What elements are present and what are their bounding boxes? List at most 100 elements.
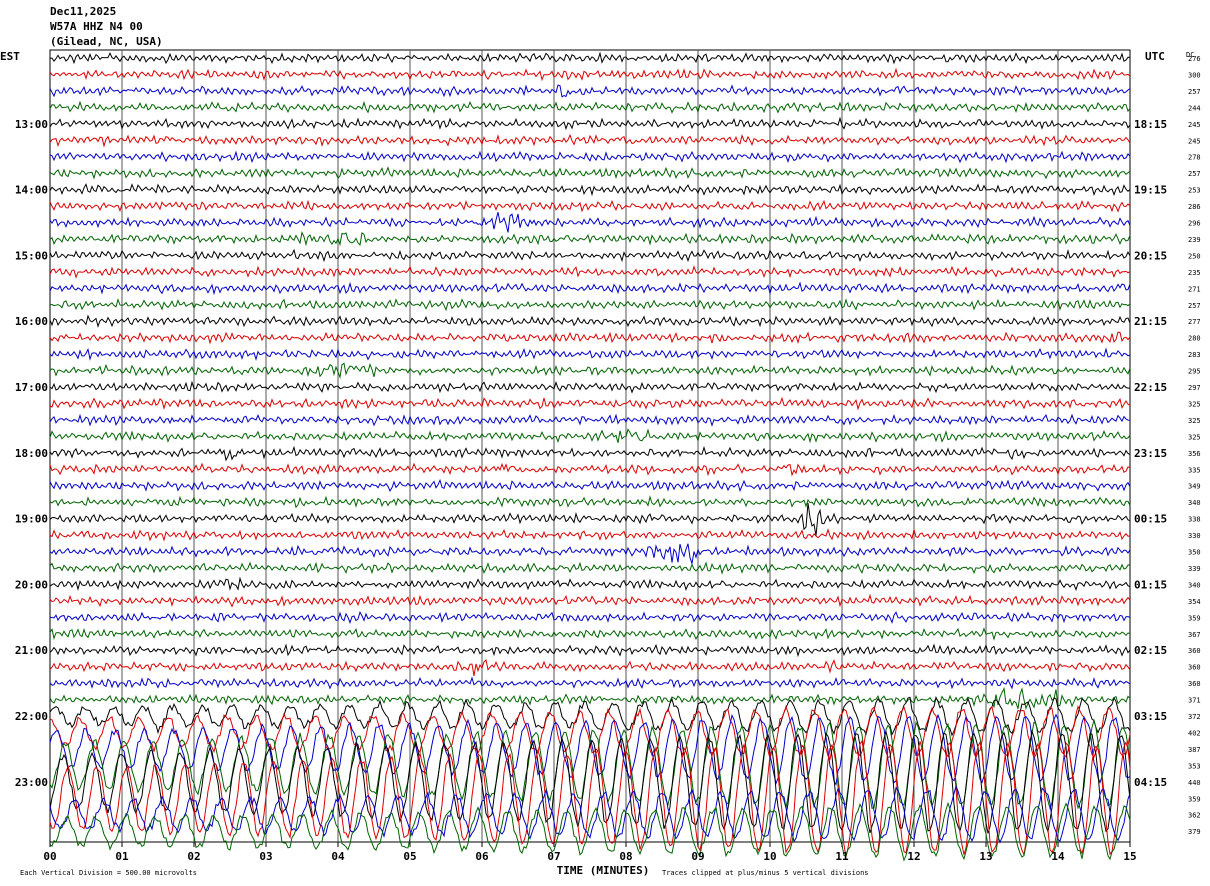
trace-row [49, 100, 1131, 114]
dc-offset-label: 372 [1188, 713, 1201, 721]
x-tick-label: 06 [475, 850, 489, 863]
dc-offset-label: 350 [1188, 549, 1201, 557]
trace-row [49, 183, 1131, 197]
dc-offset-label: 387 [1188, 746, 1201, 754]
dc-offset-label: 277 [1188, 318, 1201, 326]
x-tick-label: 10 [763, 850, 776, 863]
trace-row [49, 593, 1131, 608]
dc-offset-label: 325 [1188, 417, 1201, 425]
station-label: W57A HHZ N4 00 [50, 20, 143, 33]
dc-offset-label: 250 [1188, 252, 1201, 260]
trace-row [49, 116, 1131, 131]
trace-row [49, 528, 1131, 542]
x-tick-label: 07 [547, 850, 560, 863]
dc-offset-label: 349 [1188, 483, 1201, 491]
x-tick-label: 12 [907, 850, 920, 863]
dc-offset-label: 335 [1188, 466, 1201, 474]
trace-row [49, 462, 1131, 477]
dc-offset-label: 245 [1188, 137, 1201, 145]
x-tick-label: 01 [115, 850, 129, 863]
trace-row [49, 801, 1131, 862]
trace-row [49, 478, 1131, 493]
dc-offset-label: 360 [1188, 680, 1201, 688]
dc-offset-label: 297 [1188, 384, 1201, 392]
dc-offset-label: 271 [1188, 285, 1201, 293]
est-hour-label: 15:00 [15, 249, 48, 262]
trace-row [49, 133, 1131, 148]
dc-offset-label: 276 [1188, 55, 1201, 63]
dc-offset-label: 253 [1188, 187, 1201, 195]
dc-offset-label: 300 [1188, 71, 1201, 79]
location-label: (Gilead, NC, USA) [50, 35, 163, 48]
trace-row [49, 729, 1131, 834]
trace-row [49, 265, 1131, 279]
utc-hour-label: 00:15 [1134, 513, 1167, 526]
dc-offset-label: 360 [1188, 647, 1201, 655]
trace-row [49, 561, 1131, 575]
est-hour-label: 21:00 [15, 644, 48, 657]
est-hour-label: 17:00 [15, 381, 48, 394]
scale-note: Each Vertical Division = 500.00 microvol… [20, 869, 197, 877]
dc-offset-label: 235 [1188, 269, 1201, 277]
dc-offset-label: 278 [1188, 154, 1201, 162]
dc-offset-label: 245 [1188, 121, 1201, 129]
trace-row [49, 611, 1131, 625]
est-hour-label: 14:00 [15, 184, 48, 197]
dc-offset-label: 356 [1188, 450, 1201, 458]
x-tick-label: 14 [1051, 850, 1065, 863]
dc-offset-label: 325 [1188, 433, 1201, 441]
x-tick-label: 13 [979, 850, 992, 863]
dc-offset-label: 280 [1188, 335, 1201, 343]
dc-offset-label: 244 [1188, 104, 1201, 112]
trace-row [49, 281, 1131, 296]
dc-offset-label: 353 [1188, 762, 1201, 770]
trace-row [49, 362, 1131, 380]
x-tick-label: 05 [403, 850, 416, 863]
x-tick-label: 00 [43, 850, 56, 863]
x-tick-label: 11 [835, 850, 849, 863]
dc-offset-label: 330 [1188, 532, 1201, 540]
trace-row [49, 314, 1131, 328]
trace-row [49, 695, 1131, 737]
est-hour-label: 13:00 [15, 118, 48, 131]
trace-row [49, 502, 1131, 536]
date-label: Dec11,2025 [50, 5, 117, 18]
est-hour-label: 20:00 [15, 578, 48, 591]
x-tick-label: 02 [187, 850, 200, 863]
dc-offset-label: 325 [1188, 400, 1201, 408]
est-hour-label: 16:00 [15, 315, 48, 328]
trace-row [49, 739, 1131, 857]
trace-row [49, 718, 1131, 811]
trace-row [49, 643, 1131, 658]
utc-hour-label: 03:15 [1134, 710, 1167, 723]
trace-row [49, 231, 1131, 247]
dc-offset-label: 239 [1188, 236, 1201, 244]
trace-row [49, 659, 1131, 676]
est-hour-label: 22:00 [15, 710, 48, 723]
trace-row [49, 199, 1131, 213]
dc-offset-label: 367 [1188, 631, 1201, 639]
x-tick-label: 03 [259, 850, 272, 863]
est-hour-label: 23:00 [15, 776, 48, 789]
trace-row [49, 713, 1131, 786]
est-hour-label: 19:00 [15, 513, 48, 526]
trace-row [49, 413, 1131, 427]
utc-hour-label: 18:15 [1134, 118, 1167, 131]
utc-axis-label: UTC [1145, 50, 1165, 63]
trace-row [49, 166, 1131, 180]
dc-offset-label: 339 [1188, 565, 1201, 573]
dc-offset-label: 379 [1188, 828, 1201, 836]
trace-row [49, 576, 1131, 592]
est-hour-label: 18:00 [15, 447, 48, 460]
trace-row [49, 51, 1131, 65]
trace-row [49, 428, 1131, 444]
utc-hour-label: 04:15 [1134, 776, 1167, 789]
trace-row [49, 686, 1131, 710]
utc-hour-label: 23:15 [1134, 447, 1167, 460]
trace-row [49, 543, 1131, 564]
trace-row [49, 331, 1131, 345]
dc-offset-label: 402 [1188, 729, 1201, 737]
trace-row [49, 396, 1131, 411]
trace-row [49, 84, 1131, 98]
